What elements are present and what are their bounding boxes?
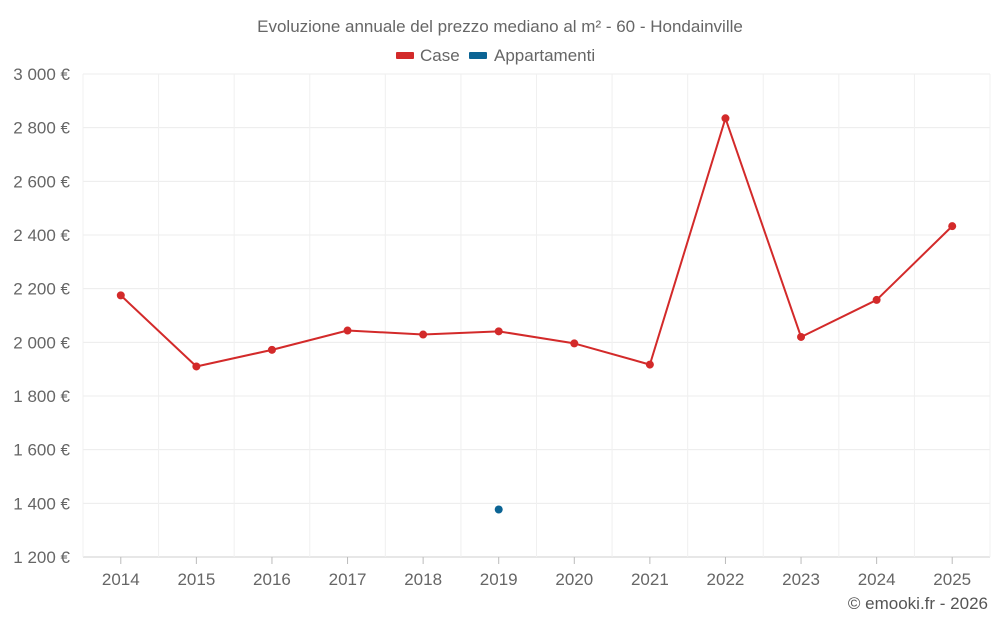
y-tick-label: 1 400 €	[13, 494, 70, 513]
y-tick-label: 2 600 €	[13, 172, 70, 191]
x-tick-label: 2018	[404, 570, 442, 589]
series-layer	[116, 114, 957, 514]
series-line-case	[120, 117, 953, 368]
x-tick-label: 2017	[329, 570, 367, 589]
data-point-case	[494, 327, 503, 336]
data-point-case	[948, 222, 957, 231]
x-tick-label: 2022	[707, 570, 745, 589]
x-tick-label: 2020	[555, 570, 593, 589]
data-point-case	[116, 291, 125, 300]
x-axis: 2014 2015 2016 2017 2018 2019 2020 2021 2022 2023…	[102, 557, 971, 589]
data-point-case	[872, 295, 881, 304]
x-tick-label: 2019	[480, 570, 518, 589]
chart-title: Evoluzione annuale del prezzo mediano al…	[257, 17, 743, 36]
chart-legend: Case Appartamenti	[396, 46, 595, 65]
data-point-case	[419, 330, 428, 339]
y-tick-label: 2 000 €	[13, 333, 70, 352]
credit-text: © emooki.fr - 2026	[848, 594, 988, 613]
x-tick-label: 2023	[782, 570, 820, 589]
y-tick-label: 1 600 €	[13, 441, 70, 460]
data-point-appartamenti	[494, 505, 503, 514]
x-tick-label: 2015	[177, 570, 215, 589]
data-point-case	[645, 360, 654, 369]
data-point-case	[343, 326, 352, 335]
x-tick-label: 2016	[253, 570, 291, 589]
legend-label-case: Case	[420, 46, 460, 65]
data-point-case	[267, 345, 276, 354]
x-tick-label: 2024	[858, 570, 896, 589]
y-tick-label: 2 800 €	[13, 119, 70, 138]
legend-swatch-appartamenti	[469, 52, 487, 59]
legend-swatch-case	[396, 52, 414, 59]
data-point-case	[721, 114, 730, 123]
y-axis: 1 200 € 1 400 € 1 600 € 1 800 € 2 000 € 2 200…	[13, 65, 70, 567]
x-tick-label: 2021	[631, 570, 669, 589]
data-point-case	[570, 339, 579, 348]
grid	[82, 73, 991, 558]
data-point-case	[797, 332, 806, 341]
x-tick-label: 2025	[933, 570, 971, 589]
y-tick-label: 2 400 €	[13, 226, 70, 245]
y-tick-label: 2 200 €	[13, 280, 70, 299]
x-tick-label: 2014	[102, 570, 140, 589]
y-tick-label: 1 200 €	[13, 548, 70, 567]
legend-label-appartamenti: Appartamenti	[494, 46, 595, 65]
y-tick-label: 3 000 €	[13, 65, 70, 84]
data-point-case	[192, 362, 201, 371]
y-tick-label: 1 800 €	[13, 387, 70, 406]
